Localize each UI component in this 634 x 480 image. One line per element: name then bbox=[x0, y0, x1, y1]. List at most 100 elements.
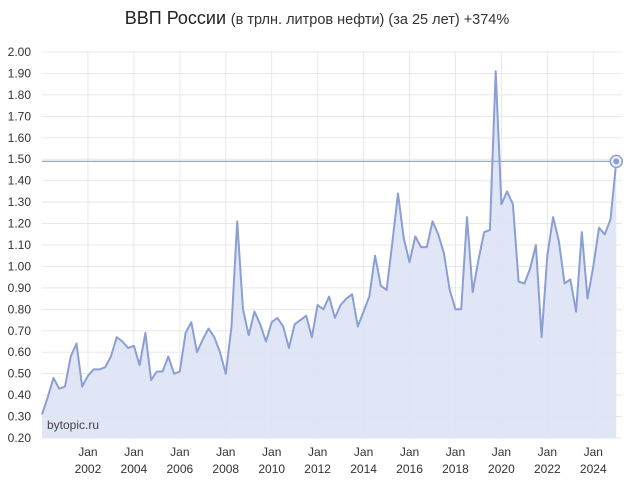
data-point[interactable] bbox=[74, 342, 78, 346]
data-point[interactable] bbox=[471, 290, 475, 294]
data-point[interactable] bbox=[465, 215, 469, 219]
data-point[interactable] bbox=[270, 320, 274, 324]
data-point[interactable] bbox=[385, 288, 389, 292]
data-point[interactable] bbox=[97, 367, 101, 371]
data-point[interactable] bbox=[51, 376, 55, 380]
data-point[interactable] bbox=[476, 258, 480, 262]
data-point[interactable] bbox=[419, 245, 423, 249]
data-point[interactable] bbox=[534, 243, 538, 247]
data-point[interactable] bbox=[166, 355, 170, 359]
data-point[interactable] bbox=[379, 284, 383, 288]
data-point[interactable] bbox=[373, 254, 377, 258]
data-point[interactable] bbox=[138, 363, 142, 367]
data-point[interactable] bbox=[69, 355, 73, 359]
data-point[interactable] bbox=[551, 215, 555, 219]
data-point[interactable] bbox=[172, 372, 176, 376]
data-point[interactable] bbox=[408, 260, 412, 264]
data-point[interactable] bbox=[350, 292, 354, 296]
data-point[interactable] bbox=[425, 245, 429, 249]
data-point[interactable] bbox=[115, 335, 119, 339]
data-point[interactable] bbox=[505, 189, 509, 193]
data-point[interactable] bbox=[442, 252, 446, 256]
data-point[interactable] bbox=[453, 307, 457, 311]
data-point[interactable] bbox=[603, 232, 607, 236]
data-point[interactable] bbox=[563, 282, 567, 286]
data-point[interactable] bbox=[574, 309, 578, 313]
data-point[interactable] bbox=[413, 234, 417, 238]
data-point[interactable] bbox=[161, 370, 165, 374]
data-point[interactable] bbox=[178, 370, 182, 374]
data-point[interactable] bbox=[586, 297, 590, 301]
data-point[interactable] bbox=[275, 316, 279, 320]
data-point[interactable] bbox=[488, 228, 492, 232]
data-point[interactable] bbox=[207, 327, 211, 331]
data-point[interactable] bbox=[218, 350, 222, 354]
data-point[interactable] bbox=[522, 282, 526, 286]
data-point[interactable] bbox=[235, 219, 239, 223]
data-point[interactable] bbox=[40, 412, 44, 416]
data-point[interactable] bbox=[155, 370, 159, 374]
data-point[interactable] bbox=[362, 309, 366, 313]
data-point[interactable] bbox=[402, 237, 406, 241]
data-point[interactable] bbox=[436, 232, 440, 236]
data-point[interactable] bbox=[545, 254, 549, 258]
data-point[interactable] bbox=[264, 340, 268, 344]
data-point[interactable] bbox=[310, 335, 314, 339]
data-point[interactable] bbox=[344, 297, 348, 301]
data-point[interactable] bbox=[396, 192, 400, 196]
data-point[interactable] bbox=[356, 324, 360, 328]
data-point[interactable] bbox=[580, 230, 584, 234]
data-point[interactable] bbox=[80, 385, 84, 389]
data-point[interactable] bbox=[557, 239, 561, 243]
data-point[interactable] bbox=[517, 279, 521, 283]
data-point[interactable] bbox=[540, 335, 544, 339]
data-point[interactable] bbox=[511, 202, 515, 206]
data-point[interactable] bbox=[293, 322, 297, 326]
data-point[interactable] bbox=[86, 374, 90, 378]
data-point[interactable] bbox=[459, 307, 463, 311]
data-point[interactable] bbox=[568, 277, 572, 281]
data-point[interactable] bbox=[120, 340, 124, 344]
data-point[interactable] bbox=[321, 307, 325, 311]
data-point[interactable] bbox=[494, 69, 498, 73]
data-point[interactable] bbox=[591, 264, 595, 268]
data-point[interactable] bbox=[195, 350, 199, 354]
data-point[interactable] bbox=[448, 288, 452, 292]
data-point[interactable] bbox=[482, 230, 486, 234]
data-point[interactable] bbox=[304, 314, 308, 318]
data-point[interactable] bbox=[609, 217, 613, 221]
data-point[interactable] bbox=[287, 346, 291, 350]
data-point[interactable] bbox=[224, 372, 228, 376]
data-point[interactable] bbox=[126, 346, 130, 350]
data-point[interactable] bbox=[201, 337, 205, 341]
data-point[interactable] bbox=[390, 241, 394, 245]
data-point[interactable] bbox=[143, 331, 147, 335]
data-point[interactable] bbox=[298, 318, 302, 322]
data-point[interactable] bbox=[230, 324, 234, 328]
data-point[interactable] bbox=[339, 303, 343, 307]
data-point[interactable] bbox=[258, 322, 262, 326]
data-point[interactable] bbox=[316, 303, 320, 307]
data-point[interactable] bbox=[149, 378, 153, 382]
data-point[interactable] bbox=[212, 335, 216, 339]
data-point[interactable] bbox=[132, 344, 136, 348]
data-point[interactable] bbox=[528, 267, 532, 271]
data-point[interactable] bbox=[597, 226, 601, 230]
data-point[interactable] bbox=[241, 307, 245, 311]
data-point[interactable] bbox=[189, 320, 193, 324]
data-point[interactable] bbox=[103, 365, 107, 369]
data-point[interactable] bbox=[367, 294, 371, 298]
data-point[interactable] bbox=[499, 202, 503, 206]
data-point[interactable] bbox=[333, 316, 337, 320]
data-point[interactable] bbox=[109, 355, 113, 359]
data-point[interactable] bbox=[46, 395, 50, 399]
data-point[interactable] bbox=[57, 387, 61, 391]
data-point[interactable] bbox=[252, 309, 256, 313]
data-point[interactable] bbox=[184, 331, 188, 335]
data-point[interactable] bbox=[281, 324, 285, 328]
data-point[interactable] bbox=[63, 385, 67, 389]
data-point[interactable] bbox=[92, 367, 96, 371]
data-point[interactable] bbox=[247, 333, 251, 337]
data-point[interactable] bbox=[327, 294, 331, 298]
data-point[interactable] bbox=[430, 219, 434, 223]
